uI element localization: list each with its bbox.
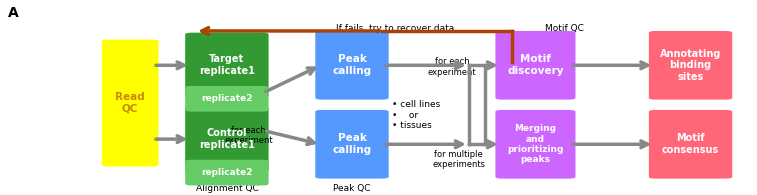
Text: If fails, try to recover data: If fails, try to recover data	[336, 24, 454, 33]
Text: Peak
calling: Peak calling	[332, 54, 372, 76]
FancyBboxPatch shape	[185, 33, 269, 98]
Text: replicate2: replicate2	[201, 94, 253, 103]
Text: Merging
and
prioritizing
peaks: Merging and prioritizing peaks	[507, 124, 564, 164]
FancyBboxPatch shape	[649, 31, 732, 100]
FancyBboxPatch shape	[315, 31, 388, 100]
Text: Motif QC: Motif QC	[546, 24, 584, 33]
Text: Peak QC: Peak QC	[333, 184, 371, 193]
FancyBboxPatch shape	[185, 86, 269, 112]
Text: Peak
calling: Peak calling	[332, 133, 372, 155]
Text: Read
QC: Read QC	[115, 92, 145, 114]
Text: Motif
consensus: Motif consensus	[662, 133, 719, 155]
Text: Alignment QC: Alignment QC	[196, 184, 259, 193]
Text: for each
experiment: for each experiment	[224, 126, 273, 145]
FancyBboxPatch shape	[101, 40, 158, 167]
Text: replicate2: replicate2	[201, 168, 253, 177]
FancyBboxPatch shape	[315, 110, 388, 179]
Text: Control
replicate1: Control replicate1	[199, 128, 255, 150]
FancyBboxPatch shape	[495, 31, 575, 100]
FancyBboxPatch shape	[185, 160, 269, 185]
FancyBboxPatch shape	[649, 110, 732, 179]
Text: for each
experiment: for each experiment	[428, 57, 476, 77]
Text: A: A	[8, 6, 18, 20]
Text: Target
replicate1: Target replicate1	[199, 54, 255, 76]
FancyBboxPatch shape	[495, 110, 575, 179]
Text: • cell lines
•    or
• tissues: • cell lines • or • tissues	[392, 100, 441, 130]
Text: Annotating
binding
sites: Annotating binding sites	[660, 49, 721, 82]
Text: for multiple
experiments: for multiple experiments	[432, 150, 485, 169]
FancyBboxPatch shape	[185, 106, 269, 172]
Text: Motif
discovery: Motif discovery	[507, 54, 564, 76]
